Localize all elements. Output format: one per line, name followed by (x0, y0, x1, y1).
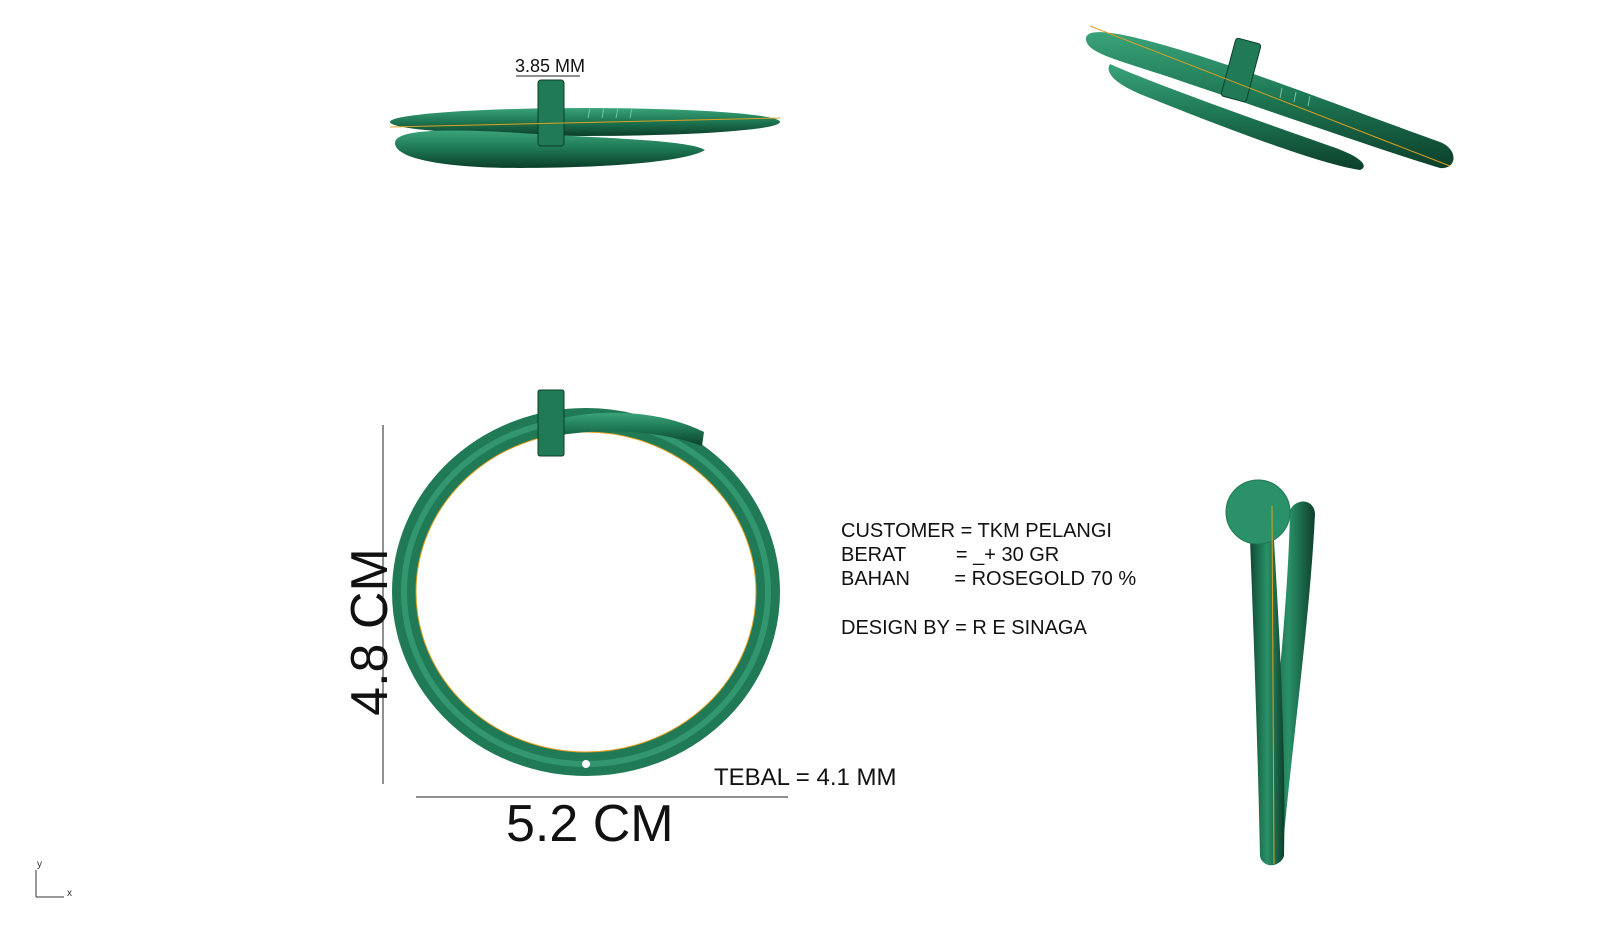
axis-gizmo-icon (35, 870, 64, 898)
front-view-nail-head (537, 79, 565, 147)
front-view (389, 75, 781, 168)
material-line: BAHAN = ROSEGOLD 70 % (841, 568, 1137, 590)
perspective-view-nail-head (1220, 37, 1262, 103)
top-view-ring-highlight (401, 417, 771, 767)
top-view-hole (582, 760, 590, 768)
height-label: 4.8 CM (341, 548, 399, 716)
nail-width-label: 3.85 MM (515, 56, 586, 76)
top-view-ring-inner-edge (415, 431, 757, 753)
top-view-nail-head (537, 389, 565, 457)
side-view-nail-head (1225, 479, 1291, 545)
front-view-ridges (587, 107, 633, 119)
customer-line: CUSTOMER = TKM PELANGI (841, 520, 1112, 542)
top-view-overlap-end (555, 412, 704, 446)
designer-line: DESIGN BY = R E SINAGA (841, 617, 1087, 639)
weight-line: BERAT = _+ 30 GR (841, 544, 1060, 566)
perspective-view-guide-line (1089, 25, 1451, 167)
front-view-front-arc (395, 130, 705, 168)
perspective-view-inner-loop (1108, 64, 1364, 170)
axis-x-label: x (67, 888, 72, 899)
axis-y-label: y (37, 859, 42, 870)
spec-block: CUSTOMER = TKM PELANGI BERAT = _+ 30 GR … (841, 521, 1136, 638)
width-label: 5.2 CM (506, 795, 674, 853)
perspective-view (1085, 25, 1454, 170)
perspective-view-ridges (1279, 87, 1311, 107)
front-view-guide-line (389, 117, 781, 128)
side-view-front-tube (1250, 532, 1285, 865)
thickness-label: TEBAL = 4.1 MM (714, 764, 897, 791)
side-view (1225, 479, 1315, 866)
top-view (382, 389, 788, 798)
perspective-view-outer-loop (1085, 32, 1454, 169)
side-view-guide-line (1271, 505, 1275, 865)
